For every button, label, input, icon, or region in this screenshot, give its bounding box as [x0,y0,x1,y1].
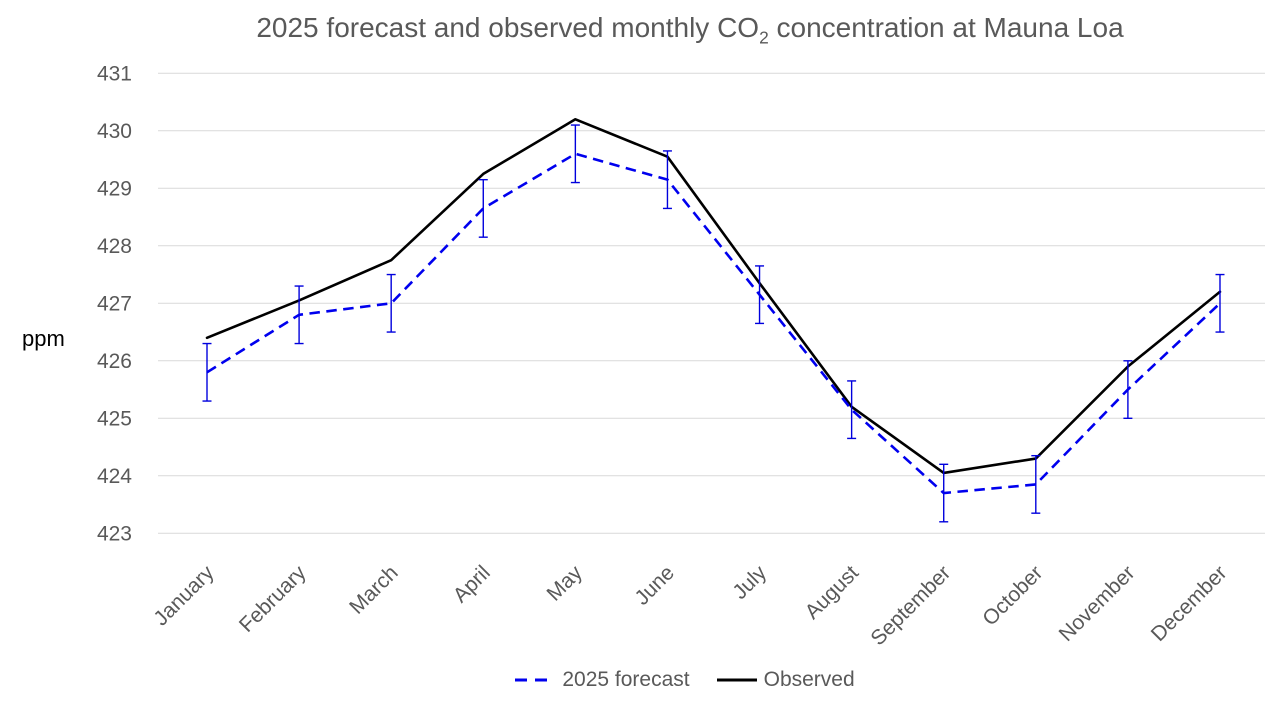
chart-legend: 2025 forecast Observed [0,668,1280,692]
chart-title-subscript: 2 [759,27,769,48]
y-tick-label: 423 [97,522,132,545]
y-tick-label: 430 [97,120,132,143]
y-tick-label: 428 [97,235,132,258]
x-tick-label: January [149,561,218,630]
legend-label: Observed [763,668,855,691]
x-tick-label: December [1147,561,1232,646]
x-tick-label: April [449,561,495,607]
chart-title-prefix: 2025 forecast and observed monthly CO [256,12,760,43]
legend-swatch-solid-line-icon [716,678,757,682]
chart-title-suffix: concentration at Mauna Loa [768,12,1124,43]
observed-line [205,118,1222,475]
legend-item-2025-forecast: 2025 forecast [515,668,690,692]
x-tick-label: October [978,561,1047,630]
y-tick-label: 424 [97,465,132,488]
y-tick-label: 427 [97,292,132,315]
x-tick-label: November [1055,561,1140,646]
x-tick-label: June [631,561,679,609]
x-tick-label: February [235,561,311,637]
y-tick-label: 431 [97,62,132,85]
legend-label: 2025 forecast [562,668,690,691]
x-tick-label: July [728,561,771,604]
x-tick-label: May [543,561,588,606]
x-tick-label: September [866,561,955,650]
forecast-line [206,152,1221,495]
plot-area: 431 430 429 428 427 426 425 424 423 ppm January Feb… [22,62,1265,650]
y-tick-label: 425 [97,407,132,430]
y-tick-label: 429 [97,177,132,200]
x-tick-label: August [801,561,864,624]
chart-title: 2025 forecast and observed monthly CO2 c… [50,12,1280,49]
y-tick-label: 426 [97,350,132,373]
y-axis-label: ppm [22,326,65,351]
legend-item-observed: Observed [716,668,855,692]
legend-swatch-dashed-line-icon [515,678,556,682]
x-tick-label: March [345,561,403,619]
